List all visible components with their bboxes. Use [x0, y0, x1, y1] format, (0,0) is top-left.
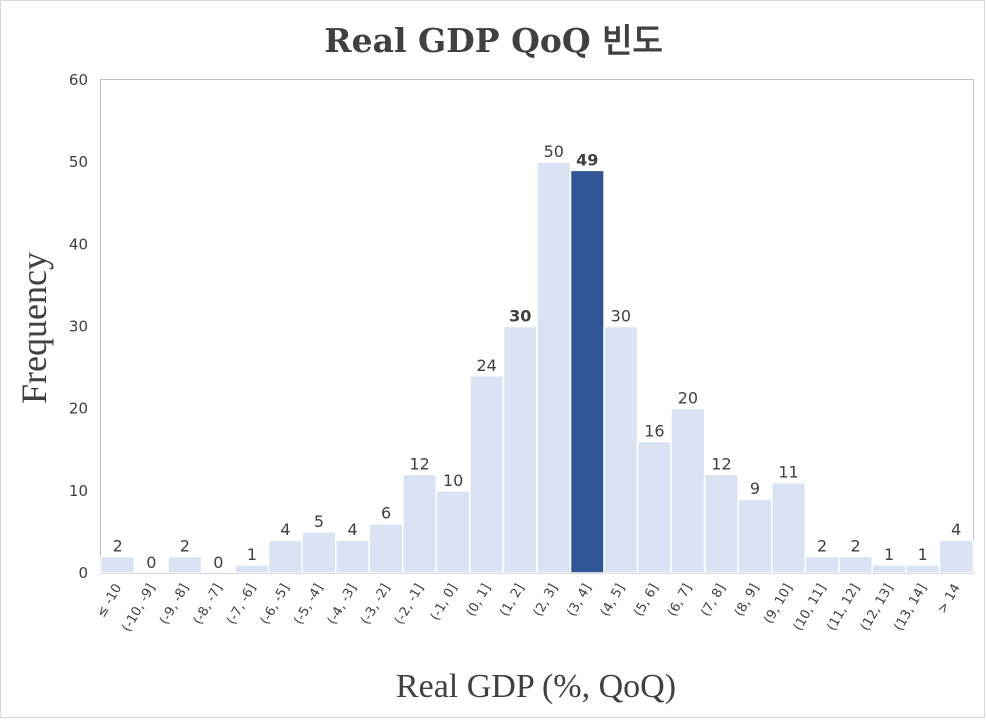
- data-label: 4: [280, 520, 290, 539]
- bar: [905, 564, 941, 574]
- bar: [368, 522, 404, 574]
- bar: [771, 481, 807, 574]
- bar: [569, 169, 605, 574]
- bar: [737, 498, 773, 574]
- x-tick-label: (-7, -6]: [224, 582, 259, 628]
- x-axis-label: Real GDP (%, QoQ): [395, 668, 677, 705]
- x-tick-label: (-4, -3]: [325, 582, 360, 628]
- x-tick-label: (3, 4]: [564, 582, 594, 620]
- data-label: 0: [213, 553, 223, 572]
- y-tick-label: 50: [69, 153, 88, 171]
- data-label: 30: [611, 307, 631, 326]
- data-label: 12: [711, 454, 731, 473]
- data-label: 6: [381, 504, 391, 523]
- bar: [670, 407, 706, 574]
- data-label: 11: [778, 463, 798, 482]
- data-label: 50: [544, 142, 564, 161]
- bar: [301, 531, 337, 574]
- data-label: 1: [247, 545, 257, 564]
- y-tick-label: 40: [69, 235, 88, 253]
- bar: [402, 473, 438, 574]
- y-tick-label: 20: [69, 400, 88, 418]
- y-tick-label: 60: [69, 71, 88, 89]
- data-label: 2: [851, 537, 861, 556]
- y-tick-label: 10: [69, 482, 88, 500]
- x-tick-label: (6, 7]: [665, 582, 695, 620]
- y-axis-ticks: 0 10 20 30 40 50 60: [69, 71, 88, 582]
- y-tick-label: 0: [78, 564, 88, 582]
- x-tick-label: (8, 9]: [732, 582, 762, 620]
- data-label: 4: [347, 520, 357, 539]
- x-tick-label: ≤ -10: [94, 582, 125, 621]
- x-axis-categories: ≤ -10(-10, -9](-9, -8](-8, -7](-7, -6](-…: [94, 582, 964, 635]
- data-label: 10: [443, 471, 463, 490]
- bar: [502, 325, 538, 574]
- data-label: 16: [644, 422, 664, 441]
- data-label: 20: [678, 389, 698, 408]
- bar: [804, 555, 840, 574]
- x-tick-label: (-3, -2]: [358, 582, 393, 628]
- x-tick-label: (4, 5]: [598, 582, 628, 620]
- x-tick-label: > 14: [935, 582, 964, 617]
- x-tick-label: (-2, -1]: [392, 582, 427, 628]
- data-label: 1: [918, 545, 928, 564]
- bar: [703, 473, 739, 574]
- x-tick-label: (9, 10]: [761, 582, 796, 627]
- bar: [536, 161, 572, 574]
- data-label: 49: [576, 150, 598, 169]
- bar: [469, 375, 505, 574]
- x-tick-label: (-8, -7]: [191, 582, 226, 628]
- data-label: 2: [180, 537, 190, 556]
- bar: [838, 555, 874, 574]
- x-tick-label: (-10, -9]: [119, 582, 158, 635]
- data-label: 24: [477, 356, 497, 375]
- bar: [267, 539, 303, 574]
- bar: [435, 490, 471, 574]
- bar: [603, 325, 639, 574]
- data-label: 30: [509, 307, 531, 326]
- x-tick-label: (-1, 0]: [428, 582, 461, 624]
- bar: [167, 555, 203, 574]
- bar: [871, 564, 907, 574]
- bars: [100, 161, 974, 574]
- x-tick-label: (1, 2]: [497, 582, 527, 620]
- data-label: 4: [951, 520, 961, 539]
- bar: [335, 539, 371, 574]
- data-label: 2: [113, 537, 123, 556]
- data-label: 12: [409, 454, 429, 473]
- data-label: 0: [146, 553, 156, 572]
- bar: [100, 555, 136, 574]
- bar: [938, 539, 974, 574]
- data-label: 9: [750, 479, 760, 498]
- chart-title: Real GDP QoQ 빈도: [324, 21, 663, 60]
- bar: [234, 564, 270, 574]
- x-tick-label: (0, 1]: [464, 582, 494, 620]
- data-label: 5: [314, 512, 324, 531]
- y-tick-label: 30: [69, 318, 88, 336]
- x-tick-label: (5, 6]: [631, 582, 661, 620]
- bar: [636, 440, 672, 574]
- x-tick-label: (7, 8]: [698, 582, 728, 620]
- data-label: 2: [817, 537, 827, 556]
- x-tick-label: (2, 3]: [531, 582, 561, 620]
- x-tick-label: (13, 14]: [891, 582, 930, 634]
- x-tick-label: (-9, -8]: [157, 582, 192, 628]
- x-tick-label: (-5, -4]: [291, 582, 326, 628]
- x-tick-label: (-6, -5]: [258, 582, 293, 628]
- data-label: 1: [884, 545, 894, 564]
